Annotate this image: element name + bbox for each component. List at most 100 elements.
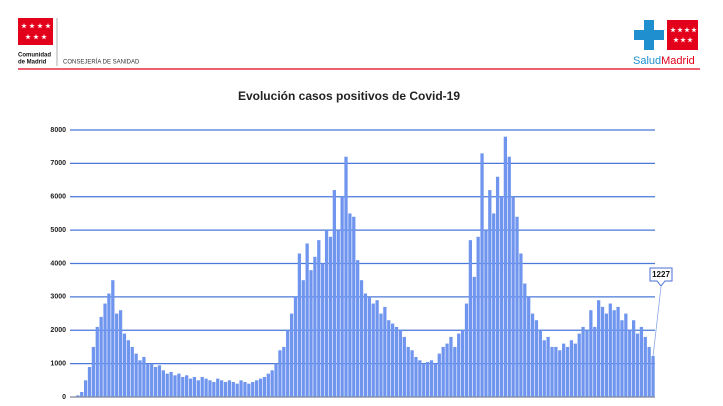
bar: [558, 350, 562, 397]
y-tick-label: 4000: [50, 260, 66, 267]
bar: [169, 371, 173, 397]
bar: [445, 343, 449, 397]
bar: [324, 230, 329, 397]
bar: [87, 366, 92, 397]
bar: [429, 360, 434, 397]
bar: [317, 240, 321, 397]
left-logo: Comunidad de Madrid CONSEJERÍA DE SANIDA…: [18, 18, 140, 66]
bar: [157, 365, 162, 397]
bar: [383, 306, 387, 397]
chart-title: Evolución casos positivos de Covid-19: [238, 89, 460, 103]
bar: [297, 253, 302, 397]
bar: [375, 300, 379, 397]
plot: 0 1000 2000 3000 4000 5000 6000 7000 8000 1227: [50, 127, 673, 401]
bar: [165, 373, 169, 397]
bar: [457, 333, 461, 397]
bar: [523, 283, 527, 397]
bar: [130, 346, 134, 397]
bar: [418, 360, 422, 397]
bar: [379, 313, 383, 397]
bar: [643, 336, 647, 397]
bar: [422, 363, 426, 397]
bar: [534, 320, 539, 397]
bar: [562, 343, 566, 397]
bar: [115, 313, 119, 397]
bar: [301, 280, 305, 397]
bar: [573, 343, 577, 397]
bar: [99, 316, 103, 397]
callout-box: [649, 267, 673, 287]
bar: [511, 196, 515, 397]
y-tick-label: 2000: [50, 327, 66, 334]
bar: [282, 346, 286, 397]
bar: [546, 336, 550, 397]
bar: [122, 333, 127, 397]
bar: [126, 340, 130, 397]
bar: [348, 213, 352, 397]
bar: [111, 280, 115, 397]
bar: [394, 326, 399, 397]
bar: [216, 378, 220, 397]
bar: [639, 326, 644, 397]
bar: [620, 320, 624, 397]
y-tick-label: 3000: [50, 294, 66, 301]
bar: [581, 326, 585, 397]
bar: [503, 136, 507, 398]
bar: [80, 391, 84, 397]
bar: [530, 313, 535, 397]
bar: [577, 333, 581, 397]
bar: [631, 320, 636, 397]
bar: [484, 230, 488, 397]
bar: [177, 373, 181, 397]
bar: [254, 380, 259, 397]
bar: [251, 381, 255, 397]
bar: [243, 381, 247, 397]
bar: [192, 376, 197, 397]
bar: [95, 326, 99, 397]
bar: [495, 176, 500, 397]
bar: [472, 276, 476, 397]
bar: [196, 380, 200, 397]
bar: [515, 216, 519, 397]
bar: [278, 350, 282, 397]
bar: [289, 313, 294, 397]
bar: [367, 296, 371, 397]
bar: [188, 378, 193, 397]
bar: [585, 330, 589, 397]
bar: [181, 376, 185, 397]
bar: [107, 293, 111, 397]
bar: [628, 330, 632, 397]
bar: [321, 263, 325, 397]
bar: [258, 378, 263, 397]
bar: [239, 380, 243, 397]
brand-madrid: Madrid: [661, 55, 695, 67]
y-tick-label: 6000: [50, 194, 66, 201]
bar: [356, 260, 360, 397]
bar: [391, 323, 395, 397]
bar: [91, 346, 96, 397]
bar: [220, 380, 224, 397]
bar: [651, 356, 655, 397]
bar: [476, 236, 480, 397]
bar: [612, 310, 616, 397]
bar: [635, 333, 640, 397]
bar: [173, 375, 177, 397]
bar: [425, 361, 430, 397]
brand-salud: Salud: [633, 55, 661, 67]
bar: [460, 330, 465, 397]
y-tick-label: 5000: [50, 227, 66, 234]
bar: [83, 380, 88, 397]
bar: [624, 313, 628, 397]
bar: [492, 213, 496, 397]
bar: [313, 256, 317, 397]
bar: [647, 346, 651, 397]
bar: [332, 190, 336, 397]
bar: [406, 346, 410, 397]
bar: [569, 340, 574, 397]
bar: [227, 380, 232, 397]
y-tick-label: 1000: [50, 360, 66, 367]
bar: [538, 330, 542, 397]
bar: [328, 236, 333, 397]
bar: [449, 336, 453, 397]
